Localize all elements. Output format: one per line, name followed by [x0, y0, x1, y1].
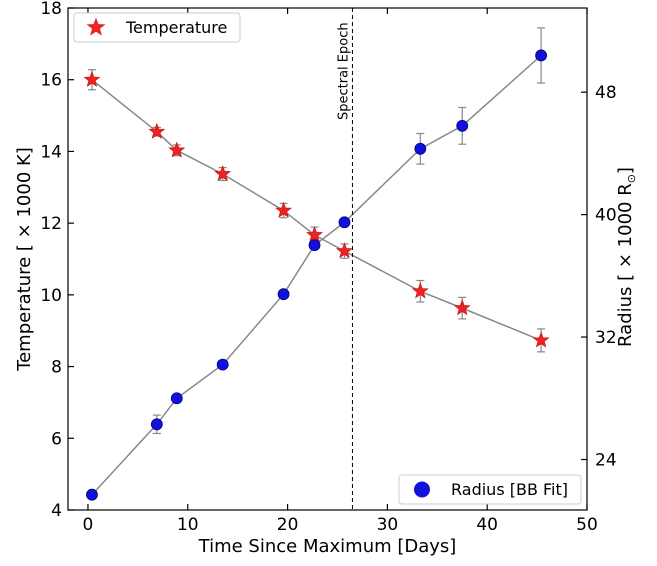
axis-ticks: 0 10 20 30 40 50 4 6 8 10 12 14 16 18 24 32 40 48	[40, 0, 616, 535]
y-right-tick-label: 24	[595, 450, 617, 470]
y-left-tick-label: 6	[51, 429, 62, 449]
series-line	[91, 79, 542, 342]
y-axis-right-label: Radius [ × 1000 R⊙]	[615, 167, 638, 347]
radius-point	[535, 49, 547, 62]
x-axis-label: Time Since Maximum [Days]	[198, 536, 457, 557]
y-left-tick-label: 10	[40, 286, 62, 306]
y-left-tick-label: 18	[40, 0, 62, 19]
x-tick-label: 10	[177, 515, 199, 535]
error-bars	[87, 27, 546, 435]
legend-star-icon	[86, 17, 106, 36]
temperature-point	[214, 165, 232, 182]
legend-box	[73, 12, 241, 43]
y-right-tick-label: 40	[595, 206, 617, 226]
y-axis-right-label-close: ]	[615, 167, 636, 174]
x-tick-label: 0	[83, 515, 94, 535]
radius-point	[414, 142, 427, 155]
series-line	[91, 54, 542, 496]
temperature-point	[453, 299, 471, 316]
y-left-tick-label: 14	[40, 142, 62, 162]
y-right-tick-label: 48	[595, 83, 617, 103]
y-left-tick-label: 12	[40, 214, 62, 234]
radius-point	[86, 488, 98, 501]
y-axis-left-label: Temperature [ × 1000 K]	[14, 147, 35, 372]
legend-box	[398, 474, 582, 505]
radius-point	[338, 216, 351, 229]
temperature-point	[306, 226, 323, 243]
radius-point	[170, 392, 183, 405]
legend-label-radius: Radius [BB Fit]	[451, 480, 568, 499]
temperature-point	[148, 122, 166, 139]
y-left-tick-label: 4	[51, 501, 62, 521]
y-left-tick-label: 16	[40, 71, 62, 91]
spectral-epoch-label: Spectral Epoch	[336, 22, 351, 120]
temperature-point	[336, 242, 353, 259]
series-lines	[91, 54, 542, 496]
radius-point	[216, 358, 229, 371]
x-tick-label: 30	[377, 515, 399, 535]
radius-point	[308, 239, 321, 252]
y-left-tick-label: 8	[51, 358, 62, 378]
temperature-point	[83, 70, 101, 87]
radius-point	[150, 418, 163, 431]
x-tick-label: 20	[277, 515, 299, 535]
radius-point	[456, 119, 469, 132]
x-tick-label: 40	[476, 515, 498, 535]
plot-frame	[67, 7, 588, 511]
legend-temperature: Temperature	[73, 12, 241, 43]
y-right-tick-label: 32	[595, 328, 617, 348]
temperature-point	[275, 201, 293, 218]
temperature-point	[168, 141, 186, 158]
legend-radius: Radius [BB Fit]	[398, 474, 582, 505]
y-axis-right-label-symbol: ⊙	[625, 174, 638, 183]
temperature-point	[411, 282, 429, 299]
legend-circle-icon	[414, 481, 430, 498]
radius-point	[277, 288, 290, 301]
legend-label-temperature: Temperature	[125, 18, 227, 37]
data-marks	[83, 49, 550, 501]
x-tick-label: 50	[576, 515, 598, 535]
temperature-point	[532, 331, 550, 348]
y-axis-right-label-text: Radius [ × 1000 R	[615, 183, 636, 347]
